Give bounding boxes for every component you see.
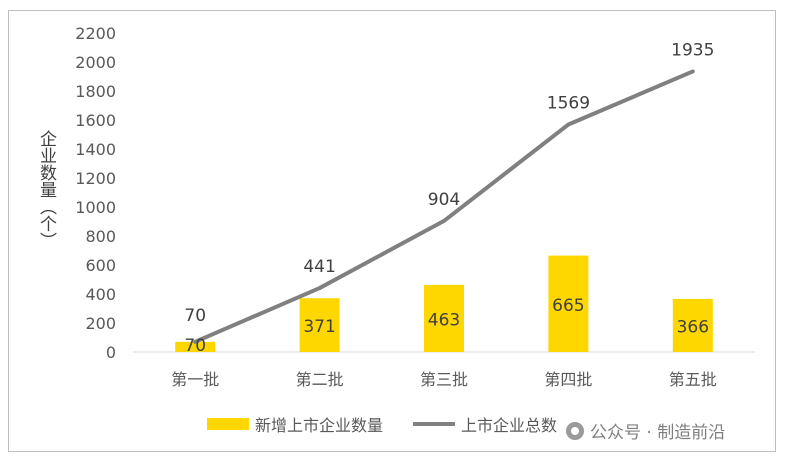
y-axis-label: 企 业 数 量 （ 个 ）	[34, 130, 58, 249]
y-tick-label: 1400	[75, 140, 116, 159]
bar	[175, 341, 216, 352]
legend-line-label: 上市企业总数	[461, 416, 558, 435]
bar-data-label: 371	[303, 317, 335, 337]
y-axis-label-char: （	[36, 198, 56, 215]
line-series	[193, 69, 695, 344]
watermark: 公众号 · 制造前沿	[566, 418, 725, 443]
y-tick-label: 800	[85, 227, 116, 246]
bar	[424, 284, 464, 352]
legend-bar-swatch	[207, 418, 249, 430]
y-tick-label: 1800	[75, 82, 116, 101]
y-tick-label: 1200	[75, 169, 116, 188]
y-tick-label: 2200	[75, 24, 116, 43]
line-data-label: 1935	[671, 40, 714, 60]
bar-data-label: 70	[184, 336, 206, 356]
y-tick-label: 1000	[75, 198, 116, 217]
y-axis-label-char: 企	[36, 130, 56, 147]
bar	[548, 255, 589, 352]
y-tick-label: 2000	[75, 53, 116, 72]
y-axis-label-char: 数	[36, 164, 56, 181]
legend-line-swatch	[413, 422, 456, 426]
y-axis-label-char: 个	[36, 215, 56, 232]
y-tick-label: 1600	[75, 111, 116, 130]
bar-data-label: 366	[677, 317, 709, 337]
y-axis-label-char: ）	[36, 232, 56, 249]
wechat-icon	[566, 421, 584, 440]
x-tick-label: 第一批	[171, 370, 219, 389]
bar	[299, 298, 340, 352]
y-axis-label-char: 量	[36, 181, 56, 198]
chart-legend: 新增上市企业数量 上市企业总数	[207, 412, 557, 436]
bar	[672, 298, 713, 352]
x-tick-label: 第三批	[420, 370, 468, 389]
legend-bar-label: 新增上市企业数量	[255, 416, 384, 435]
x-tick-label: 第二批	[296, 370, 344, 389]
line-data-label: 1569	[547, 93, 590, 113]
y-tick-label: 0	[106, 343, 116, 362]
x-tick-label: 第五批	[669, 370, 717, 389]
x-tick-label: 第四批	[544, 370, 592, 389]
line-data-label: 904	[428, 190, 460, 210]
chart-frame	[8, 10, 776, 452]
y-axis-label-char: 业	[36, 147, 56, 164]
line-data-label: 441	[303, 257, 335, 277]
bar-data-label: 463	[428, 310, 460, 330]
watermark-text: 公众号 · 制造前沿	[590, 423, 726, 443]
y-tick-label: 200	[85, 314, 116, 333]
line-data-label: 70	[184, 306, 206, 326]
bar-data-label: 665	[552, 296, 584, 316]
y-tick-label: 400	[85, 285, 116, 304]
y-tick-label: 600	[85, 256, 116, 275]
